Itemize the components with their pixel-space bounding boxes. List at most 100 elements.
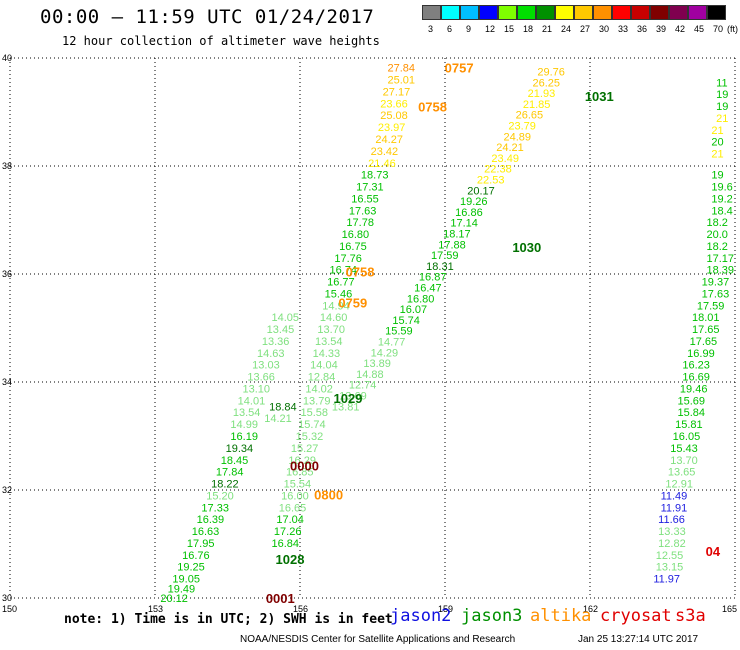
- color-scale-label: (ft): [727, 24, 738, 34]
- wave-height-label: 16.29: [288, 455, 316, 467]
- color-scale-cell: [707, 5, 726, 20]
- wave-height-label: 17.33: [201, 502, 229, 514]
- wave-height-label: 21: [711, 149, 723, 161]
- chart-subtitle: 12 hour collection of altimeter wave hei…: [62, 34, 380, 48]
- wave-height-label: 16.69: [682, 372, 710, 384]
- y-tick-label: 40: [2, 53, 12, 63]
- wave-height-label: 16.76: [182, 550, 210, 562]
- wave-height-label: 17.59: [431, 250, 459, 262]
- wave-height-label: 16.63: [192, 526, 220, 538]
- wave-height-label: 13.03: [252, 360, 280, 372]
- color-scale-cell: [612, 5, 631, 20]
- wave-height-label: 29.76: [537, 67, 565, 79]
- pass-time-label: 1031: [585, 89, 614, 104]
- wave-height-label: 15.74: [392, 315, 420, 327]
- wave-height-label: 12.91: [665, 479, 693, 491]
- wave-height-label: 13.69: [339, 391, 367, 403]
- wave-height-label: 17.31: [356, 182, 384, 194]
- color-scale-cell: [650, 5, 669, 20]
- wave-height-label: 15.74: [298, 419, 326, 431]
- wave-height-label: 23.42: [371, 146, 399, 158]
- wave-height-label: 16.00: [281, 490, 309, 502]
- wave-height-label: 15.27: [291, 443, 319, 455]
- legend-entry-cryosat: cryosat: [600, 606, 672, 626]
- wave-height-label: 25.08: [380, 110, 408, 122]
- wave-height-label: 11.91: [661, 502, 688, 514]
- wave-height-label: 14.99: [230, 419, 258, 431]
- wave-height-label: 23.97: [378, 122, 406, 134]
- wave-height-label: 16.65: [279, 502, 307, 514]
- wave-height-label: 16.85: [286, 467, 314, 479]
- wave-height-label: 14.01: [238, 395, 266, 407]
- wave-height-label: 19.46: [680, 383, 708, 395]
- wave-height-label: 16.75: [339, 241, 367, 253]
- wave-height-label: 11.49: [661, 490, 688, 502]
- color-scale-cell: [460, 5, 479, 20]
- wave-height-label: 16.39: [197, 514, 225, 526]
- wave-height-label: 27.84: [388, 63, 416, 75]
- credits: NOAA/NESDIS Center for Satellite Applica…: [240, 634, 516, 645]
- color-scale-label: 70: [713, 24, 724, 34]
- wave-height-label: 13.36: [262, 336, 290, 348]
- wave-height-label: 17.84: [216, 467, 244, 479]
- wave-height-label: 17.14: [450, 218, 478, 230]
- color-scale-cell: [479, 5, 498, 20]
- color-scale-cell: [498, 5, 517, 20]
- wave-height-label: 24.89: [504, 131, 532, 143]
- wave-height-label: 14.04: [310, 360, 338, 372]
- wave-height-label: 11: [716, 77, 727, 89]
- x-tick-label: 159: [438, 604, 453, 614]
- wave-height-label: 19.05: [172, 574, 200, 586]
- wave-height-label: 15.59: [385, 326, 413, 338]
- wave-height-label: 13.70: [670, 455, 698, 467]
- pass-time-label: 1029: [334, 391, 363, 406]
- wave-height-label: 18.45: [221, 455, 249, 467]
- wave-height-label: 12.55: [656, 550, 684, 562]
- wave-height-label: 14.05: [272, 312, 300, 324]
- color-scale-label: 3: [428, 24, 434, 34]
- wave-height-label: 24.21: [496, 142, 524, 154]
- wave-height-label: 19.37: [702, 277, 730, 289]
- wave-height-label: 16.05: [673, 431, 701, 443]
- wave-height-label: 22.53: [477, 175, 505, 187]
- y-tick-label: 38: [2, 161, 12, 171]
- wave-height-label: 19.6: [711, 182, 732, 194]
- wave-height-label: 16.74: [330, 265, 358, 277]
- wave-height-label: 23.79: [508, 121, 536, 133]
- wave-height-label: 18.2: [707, 241, 728, 253]
- color-scale-label: 12: [485, 24, 496, 34]
- color-scale-cell: [555, 5, 574, 20]
- wave-height-label: 14.02: [305, 383, 333, 395]
- wave-height-label: 18.22: [211, 479, 239, 491]
- wave-height-label: 17.59: [697, 300, 725, 312]
- wave-height-label: 13.33: [658, 526, 686, 538]
- wave-height-label: 17.04: [276, 514, 304, 526]
- wave-height-label: 22.38: [484, 164, 512, 176]
- wave-height-label: 16.23: [682, 360, 710, 372]
- wave-height-label: 17.88: [438, 239, 466, 251]
- wave-height-label: 13.89: [363, 358, 391, 370]
- wave-height-label: 15.81: [675, 419, 703, 431]
- x-tick-label: 156: [293, 604, 308, 614]
- x-tick-label: 150: [2, 604, 17, 614]
- wave-height-label: 12.82: [658, 538, 686, 550]
- wave-height-label: 18.01: [692, 312, 720, 324]
- color-scale-label: 30: [599, 24, 610, 34]
- wave-height-label: 26.25: [533, 77, 561, 89]
- wave-height-label: 14.63: [257, 348, 285, 360]
- wave-height-label: 15.46: [325, 288, 353, 300]
- pass-time-label: 04: [706, 544, 721, 559]
- color-scale-label: 42: [675, 24, 686, 34]
- chart-title: 00:00 – 11:59 UTC 01/24/2017: [40, 6, 375, 28]
- color-scale-cell: [688, 5, 707, 20]
- color-scale-cell: [593, 5, 612, 20]
- wave-height-label: 19.49: [168, 583, 196, 595]
- wave-height-label: 20.12: [160, 593, 188, 605]
- wave-height-label: 16.77: [327, 277, 355, 289]
- wave-height-label: 19.25: [177, 562, 205, 574]
- color-scale-label: 36: [637, 24, 648, 34]
- legend-entry-s3a: s3a: [675, 606, 706, 626]
- wave-height-label: 14.29: [371, 347, 399, 359]
- wave-height-label: 21.85: [523, 99, 551, 111]
- wave-height-label: 13.65: [668, 467, 696, 479]
